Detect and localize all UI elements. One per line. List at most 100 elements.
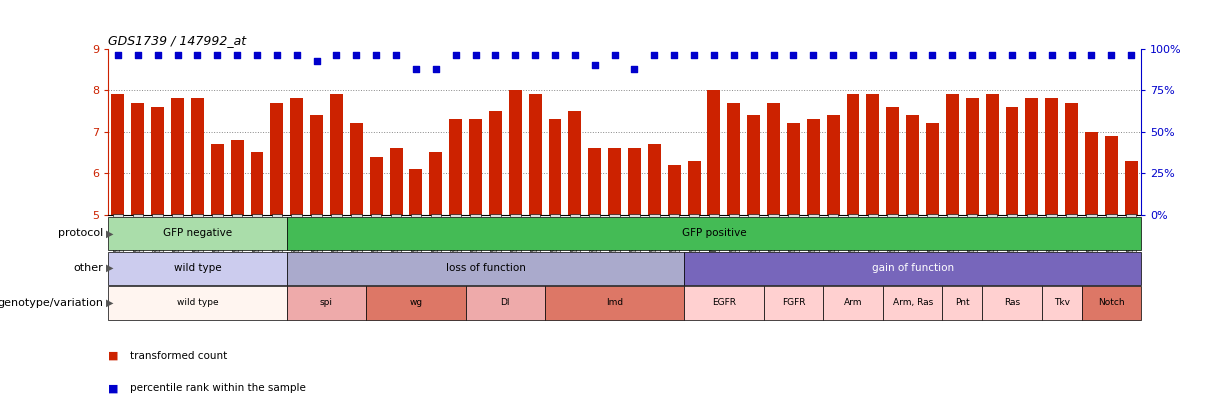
Point xyxy=(188,51,207,58)
Text: spi: spi xyxy=(320,298,333,307)
Text: GSM88238: GSM88238 xyxy=(1067,215,1076,256)
Text: Ras: Ras xyxy=(1004,298,1020,307)
Bar xyxy=(465,286,545,320)
Bar xyxy=(509,90,521,215)
Bar xyxy=(1065,102,1079,215)
Text: GSM88254: GSM88254 xyxy=(670,215,679,256)
Text: GSM88235: GSM88235 xyxy=(1007,215,1016,256)
Point xyxy=(823,51,843,58)
Bar xyxy=(366,286,465,320)
Text: GSM88222: GSM88222 xyxy=(153,215,162,256)
Point xyxy=(704,51,724,58)
Bar xyxy=(330,94,342,215)
Point xyxy=(168,51,188,58)
Point xyxy=(983,51,1002,58)
Bar xyxy=(449,119,463,215)
Text: GSM88214: GSM88214 xyxy=(769,215,778,256)
Point xyxy=(644,51,664,58)
Point xyxy=(664,51,683,58)
Text: GSM88229: GSM88229 xyxy=(888,215,897,256)
Text: GSM88239: GSM88239 xyxy=(1087,215,1096,256)
Bar xyxy=(907,115,919,215)
Text: EGFR: EGFR xyxy=(712,298,736,307)
Text: GSM88246: GSM88246 xyxy=(212,215,222,256)
Text: GSM88247: GSM88247 xyxy=(352,215,361,256)
Bar xyxy=(946,94,958,215)
Text: GSM88220: GSM88220 xyxy=(113,215,123,256)
Text: GSM88234: GSM88234 xyxy=(988,215,996,256)
Bar xyxy=(131,102,145,215)
Text: GSM88228: GSM88228 xyxy=(869,215,877,256)
Bar xyxy=(287,252,685,285)
Bar xyxy=(1085,132,1098,215)
Bar xyxy=(112,94,124,215)
Bar xyxy=(108,217,287,250)
Text: ■: ■ xyxy=(108,351,119,361)
Point xyxy=(605,51,625,58)
Text: GSM88224: GSM88224 xyxy=(312,215,321,256)
Bar xyxy=(942,286,982,320)
Text: GSM88223: GSM88223 xyxy=(292,215,301,256)
Text: GSM88212: GSM88212 xyxy=(729,215,739,256)
Point xyxy=(1082,51,1102,58)
Point xyxy=(962,51,982,58)
Point xyxy=(903,51,923,58)
Text: genotype/variation: genotype/variation xyxy=(0,298,103,308)
Text: GSM88233: GSM88233 xyxy=(968,215,977,256)
Bar xyxy=(1005,107,1018,215)
Text: GSM88226: GSM88226 xyxy=(828,215,838,256)
Bar xyxy=(211,144,223,215)
Point xyxy=(804,51,823,58)
Text: Pnt: Pnt xyxy=(955,298,969,307)
Text: GSM88230: GSM88230 xyxy=(908,215,917,256)
Bar xyxy=(287,217,1141,250)
Point xyxy=(445,51,465,58)
Point xyxy=(287,51,307,58)
Bar xyxy=(667,165,681,215)
Bar xyxy=(886,107,899,215)
Point xyxy=(923,51,942,58)
Bar xyxy=(767,102,780,215)
Text: GSM88248: GSM88248 xyxy=(372,215,380,256)
Bar xyxy=(628,148,640,215)
Point xyxy=(466,51,486,58)
Point xyxy=(685,51,704,58)
Text: ■: ■ xyxy=(108,384,119,393)
Bar xyxy=(588,148,601,215)
Text: GSM88264: GSM88264 xyxy=(452,215,460,256)
Bar xyxy=(883,286,942,320)
Text: ▶: ▶ xyxy=(106,228,113,238)
Bar xyxy=(171,98,184,215)
Bar xyxy=(982,286,1042,320)
Bar xyxy=(1042,286,1081,320)
Text: FGFR: FGFR xyxy=(782,298,805,307)
Bar xyxy=(1125,161,1137,215)
Text: GSM882111: GSM882111 xyxy=(709,215,719,261)
Text: GSM88249: GSM88249 xyxy=(391,215,400,256)
Text: GSM88225: GSM88225 xyxy=(333,215,341,256)
Text: Arm, Ras: Arm, Ras xyxy=(892,298,933,307)
Text: GSM88253: GSM88253 xyxy=(650,215,659,256)
Bar xyxy=(270,102,283,215)
Text: GSM88261: GSM88261 xyxy=(272,215,281,256)
Point xyxy=(724,51,744,58)
Text: GFP positive: GFP positive xyxy=(682,228,746,238)
Point xyxy=(883,51,903,58)
Text: GSM88243: GSM88243 xyxy=(571,215,579,256)
Text: protocol: protocol xyxy=(58,228,103,238)
Text: GSM88260: GSM88260 xyxy=(253,215,261,256)
Text: GSM88237: GSM88237 xyxy=(1047,215,1056,256)
Text: Notch: Notch xyxy=(1098,298,1125,307)
Text: GSM88262: GSM88262 xyxy=(411,215,421,256)
Point xyxy=(744,51,763,58)
Text: GDS1739 / 147992_at: GDS1739 / 147992_at xyxy=(108,34,247,47)
Point xyxy=(486,51,506,58)
Bar xyxy=(728,102,740,215)
Bar xyxy=(151,107,164,215)
Point xyxy=(1022,51,1042,58)
Text: GSM88251: GSM88251 xyxy=(610,215,620,256)
Point xyxy=(942,51,962,58)
Bar xyxy=(191,98,204,215)
Bar xyxy=(708,90,720,215)
Bar xyxy=(350,123,363,215)
